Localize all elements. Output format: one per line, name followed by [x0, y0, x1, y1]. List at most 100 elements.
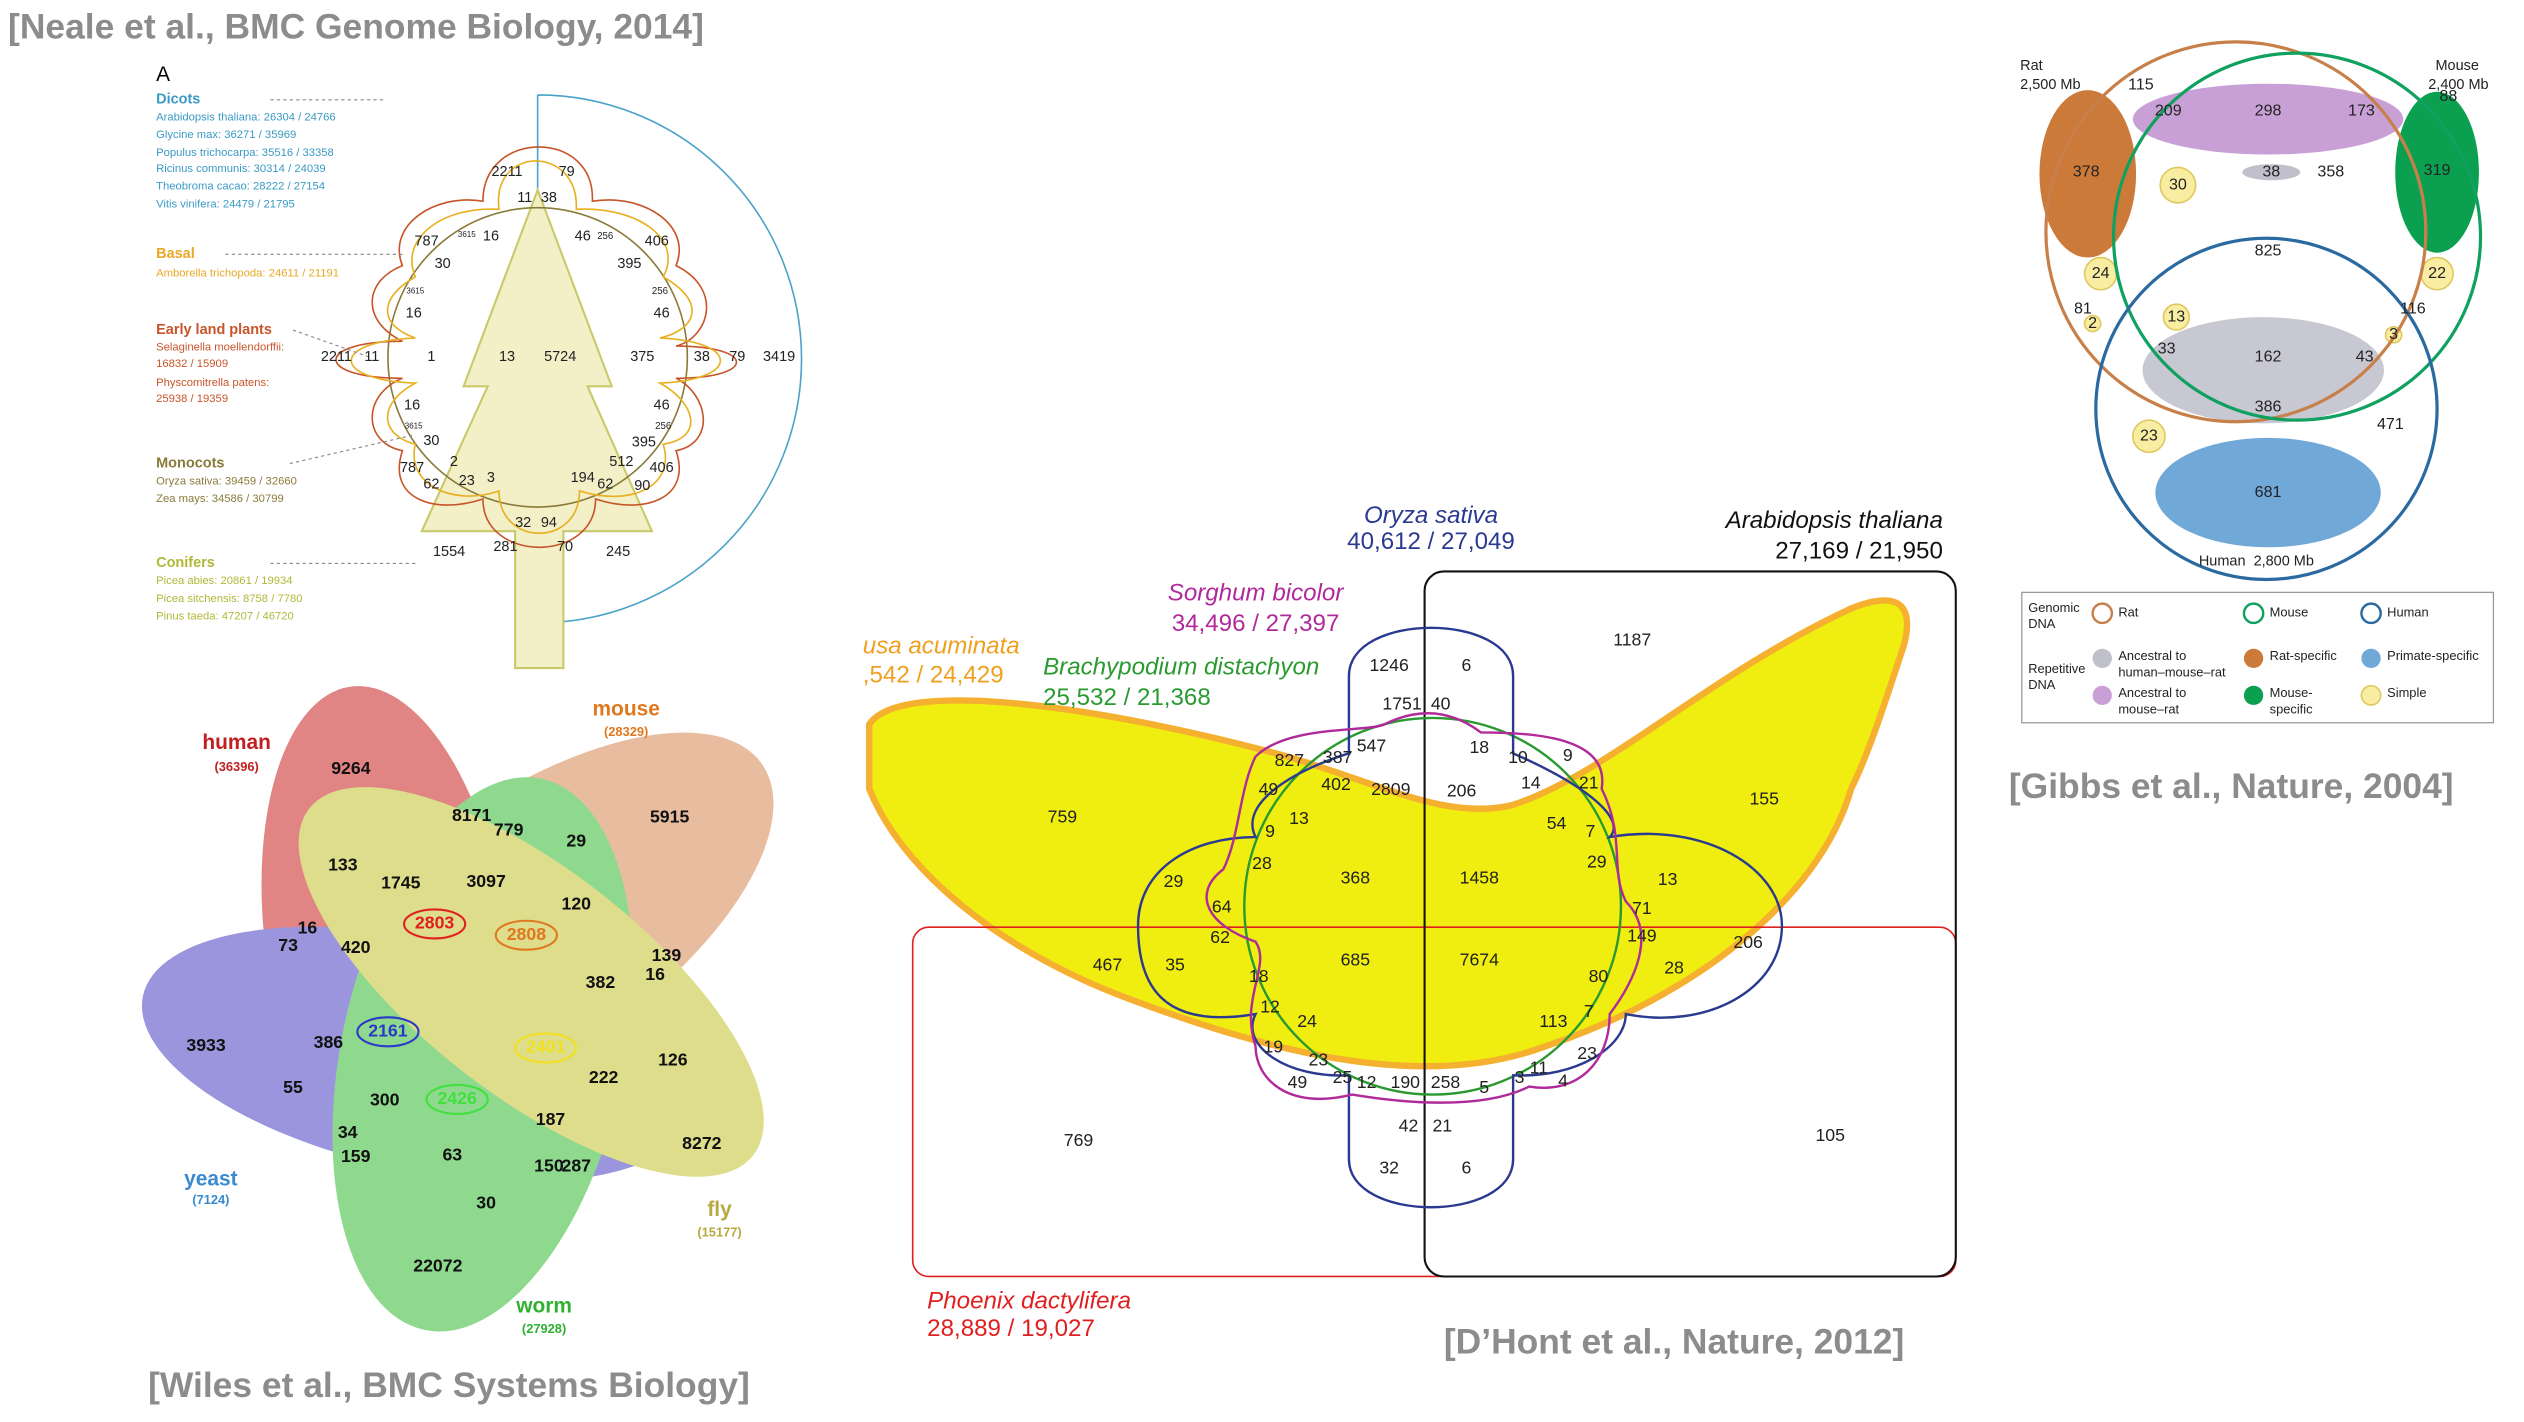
species-label: Oryza sativa: [1364, 502, 1498, 529]
highlight-ring: [356, 1016, 420, 1048]
region-count: 22: [2428, 264, 2446, 282]
legend-text: mouse–rat: [2118, 701, 2179, 716]
legend-swatch: [2360, 684, 2382, 706]
mouse-specific: [2395, 91, 2479, 253]
sorghum-set: [1205, 711, 1643, 1104]
region-count: 113: [1539, 1011, 1567, 1031]
species-label: 25,532 / 21,368: [1043, 684, 1211, 711]
legend-swatch: [2092, 685, 2112, 706]
region-count: 319: [2424, 161, 2451, 179]
region-count: 25: [1333, 1067, 1353, 1087]
region-count: 2401: [526, 1037, 566, 1057]
region-count: 547: [1357, 736, 1387, 756]
legend-text: Simple: [2387, 685, 2426, 700]
arabidopsis-set: [1423, 570, 1957, 1278]
region-count: 16: [298, 917, 318, 937]
region-count: 120: [562, 893, 592, 913]
legend-swatch: [2092, 648, 2112, 669]
region-count: 406: [650, 460, 674, 476]
legend-text: specific: [2270, 701, 2313, 716]
region-count: 79: [729, 349, 745, 365]
legend-text: Ricinus communis: 30314 / 24039: [156, 163, 325, 175]
region-count: 55: [283, 1077, 303, 1097]
region-count: 23: [2140, 426, 2158, 444]
set-label: mouse: [592, 697, 659, 720]
region-count: 159: [341, 1146, 371, 1166]
region-count: 34: [338, 1122, 358, 1142]
region-count: 3097: [466, 871, 506, 891]
region-count: 29: [1587, 851, 1607, 871]
region-count: 23: [1577, 1043, 1597, 1063]
region-count: 21: [1579, 773, 1599, 793]
basal-outline: [350, 160, 721, 535]
highlight-ring: [494, 919, 559, 951]
neale-diagram: [225, 94, 803, 670]
region-count: 3: [487, 470, 495, 486]
legend-swatch: [2360, 602, 2382, 625]
set-label: (15177): [697, 1224, 741, 1239]
region-count: 209: [2155, 101, 2182, 119]
region-count: 79: [559, 164, 575, 180]
region-count: 375: [630, 349, 654, 365]
legend-text: Dicots: [156, 92, 200, 108]
region-count: 3: [1515, 1067, 1525, 1087]
legend-text: Rat: [2118, 605, 2138, 620]
region-count: 32: [515, 515, 531, 531]
species-label: ,542 / 24,429: [863, 661, 1004, 688]
region-count: 28: [1252, 853, 1272, 873]
region-count: 155: [1749, 789, 1779, 809]
region-count: 18: [1469, 737, 1489, 757]
region-count: 2: [2088, 314, 2097, 332]
region-count: 33: [2158, 340, 2176, 358]
region-count: 9264: [331, 758, 371, 778]
region-count: 787: [415, 233, 439, 249]
region-count: 38: [694, 349, 710, 365]
rat-specific: [2039, 90, 2137, 258]
region-count: 162: [2255, 348, 2282, 366]
highlight-ring: [425, 1083, 489, 1115]
region-count: 90: [634, 478, 650, 494]
region-count: 23: [459, 473, 475, 489]
citation: [Gibbs et al., Nature, 2004]: [2009, 766, 2454, 806]
region-count: 245: [606, 544, 630, 560]
set-label: fly: [707, 1198, 732, 1221]
monocot-outline: [387, 206, 689, 508]
legend-text: Human: [2387, 605, 2428, 620]
region-count: 13: [499, 349, 515, 365]
region-count: 2809: [1371, 779, 1410, 799]
region-count: 2808: [507, 924, 547, 944]
region-count: 7674: [1460, 950, 1500, 970]
region-count: 1751: [1382, 694, 1421, 714]
fly-set: [298, 787, 764, 1177]
set-label: 2,400 Mb: [2428, 77, 2488, 93]
region-count: 10: [1508, 747, 1528, 767]
region-count: 38: [2262, 162, 2280, 180]
region-count: 467: [1093, 954, 1123, 974]
region-count: 133: [328, 855, 358, 875]
set-label: Human: [2199, 554, 2246, 570]
citation: [Neale et al., BMC Genome Biology, 2014]: [8, 6, 704, 46]
legend-swatch: [2361, 648, 2381, 669]
region-count: 64: [1212, 897, 1232, 917]
region-count: 395: [617, 256, 641, 272]
simple-dot: [2159, 166, 2197, 204]
region-count: 9: [1563, 745, 1573, 765]
legend-text: 25938 / 19359: [156, 393, 228, 405]
highlight-ring: [402, 908, 467, 940]
region-count: 9: [1265, 821, 1275, 841]
region-count: 825: [2255, 241, 2282, 259]
region-count: 71: [1632, 898, 1652, 918]
legend-text: Mouse: [2270, 605, 2309, 620]
legend-text: Amborella trichopoda: 24611 / 21191: [156, 268, 339, 280]
region-count: 256: [652, 286, 668, 297]
legend-text: Ancestral to: [2118, 648, 2186, 663]
region-count: 149: [1627, 926, 1657, 946]
region-count: 62: [597, 476, 613, 492]
region-count: 258: [1431, 1072, 1461, 1092]
region-count: 406: [645, 233, 669, 249]
region-count: 256: [655, 421, 671, 432]
region-count: 30: [476, 1193, 496, 1213]
region-count: 11: [1530, 1058, 1548, 1078]
